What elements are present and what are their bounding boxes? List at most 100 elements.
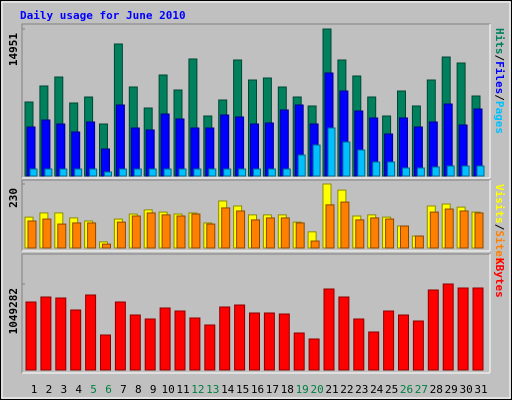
x-tick-label: 3	[60, 383, 67, 396]
x-tick-label: 27	[415, 383, 428, 396]
bar	[461, 165, 470, 177]
bar	[400, 225, 409, 249]
bar	[234, 304, 246, 371]
bar	[251, 219, 260, 249]
x-tick-label: 21	[325, 383, 338, 396]
bar	[131, 215, 141, 249]
x-tick-label: 16	[251, 383, 264, 396]
x-tick-label: 14	[221, 383, 235, 396]
bar	[295, 222, 305, 249]
bar	[70, 309, 82, 371]
bar	[282, 168, 291, 177]
bar	[74, 168, 83, 177]
bar	[310, 240, 320, 249]
bar	[446, 165, 455, 177]
bar	[357, 149, 366, 177]
x-tick-label: 4	[75, 383, 82, 396]
bar	[264, 122, 274, 177]
bar	[265, 217, 275, 249]
bar	[189, 317, 201, 371]
legend-separator: /	[493, 94, 506, 101]
bar	[474, 212, 484, 249]
x-tick-label: 22	[340, 383, 353, 396]
y-tick-label: 14951	[7, 33, 20, 66]
bar	[220, 114, 230, 177]
legend-entry: Pages	[493, 101, 506, 134]
x-tick-label: 23	[355, 383, 368, 396]
bar	[193, 168, 202, 177]
x-tick-label: 11	[176, 383, 189, 396]
bar	[206, 223, 216, 249]
x-tick-label: 6	[105, 383, 112, 396]
x-tick-label: 18	[281, 383, 294, 396]
bar	[118, 168, 127, 177]
bar	[148, 168, 157, 177]
bar	[353, 318, 365, 371]
bar	[472, 287, 484, 371]
bar	[385, 218, 395, 249]
bar	[27, 220, 37, 249]
bar	[219, 306, 231, 371]
bar	[55, 297, 67, 371]
bar	[116, 221, 126, 249]
bar	[327, 127, 336, 177]
bar	[223, 168, 232, 177]
x-tick-label: 5	[90, 383, 97, 396]
bar	[297, 154, 306, 177]
bar	[104, 171, 112, 177]
bar	[250, 123, 259, 177]
x-tick-label: 26	[400, 383, 413, 396]
bar	[176, 215, 186, 249]
x-tick-label: 7	[120, 383, 127, 396]
legend-entry: KBytes	[493, 258, 506, 298]
bar	[278, 313, 290, 371]
bar	[429, 211, 439, 249]
x-tick-label: 12	[191, 383, 204, 396]
bar	[398, 314, 409, 371]
bar	[444, 208, 454, 249]
x-tick-label: 28	[430, 383, 443, 396]
bar	[280, 217, 290, 249]
bar	[372, 161, 381, 177]
bar	[308, 338, 320, 371]
bar	[44, 168, 53, 177]
bar	[178, 168, 187, 177]
bar	[72, 222, 82, 249]
bar	[161, 214, 171, 249]
x-tick-label: 29	[445, 383, 458, 396]
bar	[163, 168, 172, 177]
legend: Hits/Files/Pages	[493, 28, 506, 134]
bar	[236, 210, 246, 249]
bar	[431, 166, 440, 177]
bar	[59, 168, 68, 177]
bar	[235, 116, 245, 177]
x-tick-label: 8	[135, 383, 142, 396]
bar	[416, 167, 425, 177]
bar	[56, 123, 66, 177]
x-tick-label: 19	[296, 383, 309, 396]
legend-separator: /	[493, 224, 506, 231]
x-tick-label: 17	[266, 383, 279, 396]
legend-separator: /	[493, 55, 506, 62]
bar	[457, 287, 469, 371]
bar	[238, 168, 247, 177]
bar	[387, 161, 396, 177]
bar	[342, 141, 351, 177]
bar	[102, 243, 111, 249]
bar	[459, 210, 469, 249]
bar	[253, 168, 261, 177]
bar	[57, 223, 67, 249]
bar	[338, 296, 350, 371]
bar	[41, 119, 51, 177]
bar	[25, 301, 37, 371]
bar	[175, 118, 185, 177]
bar	[221, 207, 231, 249]
bar	[340, 201, 350, 249]
y-tick-label: 1049282	[7, 288, 20, 334]
bar	[323, 288, 335, 371]
x-tick-label: 25	[385, 383, 398, 396]
bar	[208, 168, 217, 177]
bar	[144, 318, 156, 371]
